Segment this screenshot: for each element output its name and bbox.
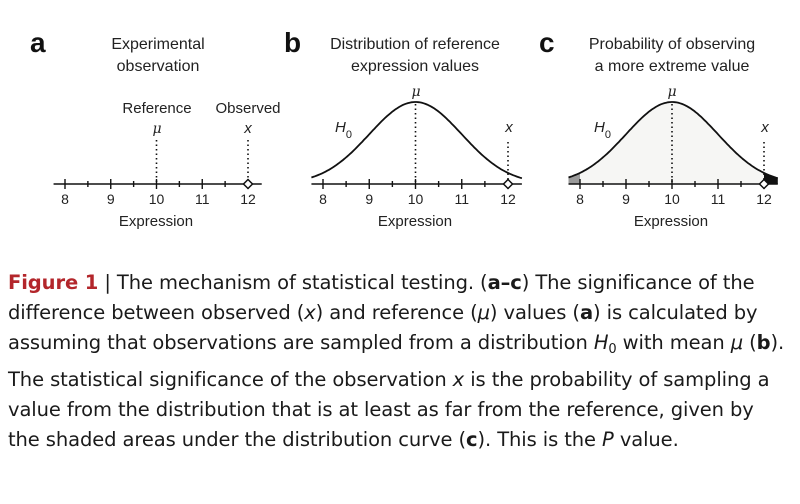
panel-b-title-line1: Distribution of reference bbox=[330, 36, 500, 53]
panel-b-letter: b bbox=[284, 27, 301, 58]
caption-text: ) and reference ( bbox=[315, 301, 478, 324]
panel-c-title-line1: Probability of observing bbox=[589, 36, 755, 53]
xlabel-c: Expression bbox=[634, 213, 708, 230]
tick-label: 11 bbox=[454, 191, 469, 207]
reference-label: Reference bbox=[122, 100, 191, 117]
tick-label: 8 bbox=[61, 191, 69, 207]
shaded-left-tail bbox=[568, 172, 580, 184]
caption-text: b bbox=[756, 331, 771, 354]
panel-a-letter: a bbox=[30, 27, 46, 58]
caption-text: ). This is the bbox=[477, 428, 603, 451]
caption-text: 0 bbox=[608, 342, 617, 357]
panel-c: c Probability of observing a more extrem… bbox=[539, 27, 779, 230]
observed-marker bbox=[242, 178, 254, 190]
x-symbol-c: x bbox=[760, 119, 769, 136]
axis-c: 8 9 10 11 12 bbox=[568, 178, 778, 207]
axis-a: 8 9 10 11 12 bbox=[53, 140, 262, 207]
caption-text: μ bbox=[477, 301, 490, 324]
tick-label: 9 bbox=[622, 191, 630, 207]
distribution-curve-c bbox=[568, 101, 779, 184]
axis-b: 8 9 10 11 12 bbox=[311, 178, 522, 207]
tick-label: 12 bbox=[756, 191, 772, 207]
x-symbol-a: x bbox=[243, 120, 252, 137]
caption-text: with mean bbox=[616, 331, 731, 354]
mu-symbol-b: μ bbox=[411, 84, 420, 100]
panel-c-letter: c bbox=[539, 27, 555, 58]
panel-a-title-line2: observation bbox=[117, 58, 200, 75]
xlabel-a: Expression bbox=[119, 213, 193, 230]
x-symbol-b: x bbox=[504, 119, 513, 136]
caption-text: H bbox=[593, 331, 609, 354]
caption-text: is the probability of sampling a value f… bbox=[8, 368, 770, 451]
panel-c-title-line2: a more extreme value bbox=[595, 58, 750, 75]
caption-text: x bbox=[452, 368, 465, 391]
caption-text: ( bbox=[743, 331, 757, 354]
caption-text: ) values ( bbox=[489, 301, 580, 324]
caption-text: μ bbox=[730, 331, 744, 354]
caption-text: value. bbox=[613, 428, 679, 451]
tick-label: 11 bbox=[711, 191, 726, 207]
figure-caption: Figure 1 | The mechanism of statistical … bbox=[8, 268, 788, 455]
caption-text: x bbox=[304, 301, 316, 324]
caption-text: a–c bbox=[487, 271, 522, 294]
panel-b-title-line2: expression values bbox=[351, 58, 479, 75]
mu-symbol-c: μ bbox=[667, 84, 676, 100]
tick-label: 12 bbox=[240, 191, 256, 207]
distribution-curve-b bbox=[311, 101, 523, 184]
normal-curve-b bbox=[311, 101, 523, 180]
tick-label: 9 bbox=[365, 191, 373, 207]
tick-label: 11 bbox=[195, 191, 210, 207]
caption-text: a bbox=[579, 301, 594, 324]
xlabel-b: Expression bbox=[378, 213, 452, 230]
observed-label: Observed bbox=[215, 100, 280, 117]
caption-text: c bbox=[466, 428, 478, 451]
panel-a-title-line1: Experimental bbox=[111, 36, 204, 53]
h0-label-b: H0 bbox=[335, 119, 352, 141]
tick-label: 10 bbox=[408, 191, 424, 207]
caption-text: ) The significance of the difference bet… bbox=[8, 271, 755, 324]
caption-text: ). The statistical significance of the o… bbox=[8, 331, 785, 391]
caption-text: ) is calculated by assuming that observa… bbox=[8, 301, 758, 354]
shaded-right-tail bbox=[764, 172, 778, 184]
panel-b: b Distribution of reference expression v… bbox=[284, 27, 523, 230]
mu-symbol-a: μ bbox=[152, 121, 161, 137]
tick-label: 9 bbox=[107, 191, 115, 207]
curve-background-fill bbox=[568, 102, 778, 184]
tick-label: 12 bbox=[500, 191, 516, 207]
figure-panels: a Experimental observation Reference Obs… bbox=[30, 27, 779, 230]
h0-label-c: H0 bbox=[594, 119, 611, 141]
observed-marker bbox=[502, 178, 514, 190]
tick-label: 8 bbox=[319, 191, 327, 207]
panel-a: a Experimental observation Reference Obs… bbox=[30, 27, 281, 230]
figure-label: Figure 1 bbox=[8, 271, 99, 294]
caption-text: P bbox=[602, 428, 614, 451]
caption-text: The mechanism of statistical testing. ( bbox=[116, 271, 488, 294]
tick-label: 10 bbox=[149, 191, 165, 207]
caption-separator: | bbox=[98, 271, 117, 294]
observed-marker bbox=[758, 178, 770, 190]
tick-label: 10 bbox=[664, 191, 680, 207]
tick-label: 8 bbox=[576, 191, 584, 207]
normal-curve-c bbox=[568, 101, 779, 180]
